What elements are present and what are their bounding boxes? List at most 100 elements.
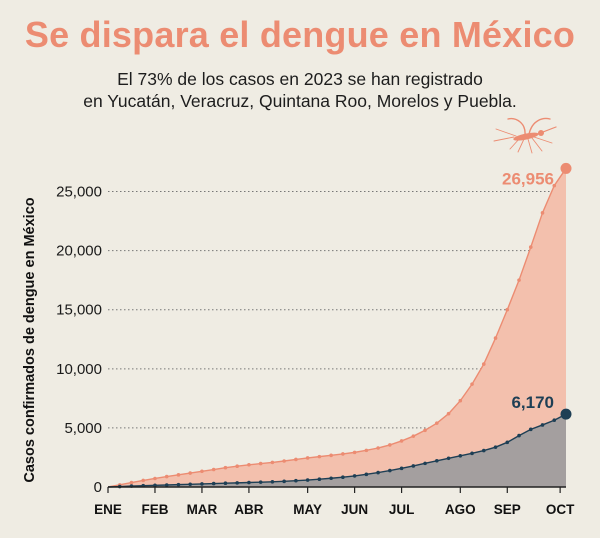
point-subset <box>282 479 286 484</box>
x-tick-label: ENE <box>94 502 122 517</box>
point-total <box>470 382 474 386</box>
point-total <box>458 398 463 403</box>
point-subset <box>517 433 521 438</box>
point-subset <box>223 481 228 486</box>
point-total <box>282 459 286 463</box>
point-subset <box>493 445 498 449</box>
point-subset <box>164 483 169 487</box>
point-total <box>423 428 427 433</box>
point-subset <box>435 458 439 463</box>
point-subset <box>470 451 474 456</box>
point-total <box>552 183 557 188</box>
point-subset <box>247 480 251 485</box>
y-tick-label: 15,000 <box>56 302 102 319</box>
area-layer <box>108 168 566 488</box>
point-total <box>411 434 416 438</box>
y-tick-label: 0 <box>94 479 102 496</box>
y-tick-label: 5,000 <box>64 420 102 437</box>
point-total <box>247 462 251 467</box>
point-total <box>294 457 298 462</box>
x-tick-label: MAY <box>293 502 322 517</box>
point-subset <box>411 464 416 468</box>
point-subset <box>540 423 545 427</box>
point-total <box>505 307 510 312</box>
point-subset <box>399 466 404 471</box>
point-subset <box>446 456 451 461</box>
point-subset <box>153 483 157 488</box>
x-tick-label: FEB <box>141 502 168 517</box>
point-total <box>329 453 333 458</box>
point-subset <box>552 418 557 423</box>
endpoint-total <box>560 162 572 174</box>
point-total <box>493 336 498 340</box>
x-tick-label: AGO <box>445 502 476 517</box>
point-subset <box>211 481 216 486</box>
point-total <box>188 471 193 475</box>
point-total <box>352 450 357 455</box>
y-tick-label: 20,000 <box>56 243 102 260</box>
point-total <box>388 443 392 447</box>
line-total <box>107 168 567 488</box>
point-total <box>223 465 228 470</box>
point-total <box>528 245 533 249</box>
mosquito-icon <box>493 117 557 154</box>
point-total <box>258 461 263 466</box>
point-total <box>235 464 239 469</box>
point-total <box>540 211 545 215</box>
x-tick-label: SEP <box>494 502 521 517</box>
point-subset <box>388 468 392 473</box>
point-total <box>200 469 204 474</box>
point-total <box>129 480 134 485</box>
point-total <box>376 446 380 450</box>
point-total <box>481 362 486 366</box>
point-subset <box>423 461 427 466</box>
point-subset <box>481 448 486 453</box>
point-subset <box>270 480 275 484</box>
point-subset <box>376 470 380 475</box>
point-subset <box>352 474 357 478</box>
point-total <box>270 460 275 465</box>
endpoint-subset <box>560 408 572 420</box>
point-total <box>341 452 345 456</box>
point-subset <box>317 477 322 482</box>
point-subset <box>528 427 533 432</box>
point-total <box>317 454 322 459</box>
point-total <box>211 467 216 472</box>
y-tick-label: 25,000 <box>56 184 102 201</box>
chart-subtitle: El 73% de los casos en 2023 se han regis… <box>0 68 600 112</box>
point-subset <box>505 440 510 445</box>
point-total <box>176 473 181 477</box>
line-subset <box>107 413 567 488</box>
point-total <box>399 439 404 443</box>
point-subset <box>458 454 463 458</box>
point-total <box>153 476 157 481</box>
point-subset <box>294 478 298 483</box>
x-tick-label: JUN <box>341 502 368 517</box>
chart-title: Se dispara el dengue en México <box>24 14 576 55</box>
x-tick-label: MAR <box>187 502 218 517</box>
subtitle-line-2: en Yucatán, Veracruz, Quintana Roo, More… <box>83 91 517 111</box>
point-total <box>141 478 146 483</box>
point-subset <box>176 482 181 487</box>
point-subset <box>364 472 369 477</box>
x-tick-label: ABR <box>234 502 263 517</box>
point-total <box>446 411 451 416</box>
area-subset <box>108 414 566 487</box>
point-total <box>517 278 521 282</box>
point-layer <box>117 162 572 489</box>
point-total <box>305 456 310 460</box>
subtitle-line-1: El 73% de los casos en 2023 se han regis… <box>117 69 483 89</box>
grid-layer <box>108 191 566 429</box>
annotation-total: 26,956 <box>502 169 554 188</box>
area-total <box>108 168 566 488</box>
annotation-subset: 6,170 <box>511 393 554 412</box>
point-subset <box>341 475 345 479</box>
point-subset <box>258 480 263 484</box>
point-subset <box>235 481 239 485</box>
point-subset <box>305 478 310 482</box>
x-tick-label: OCT <box>546 502 575 517</box>
x-tick-label: JUL <box>389 502 415 517</box>
axis-layer: 0 5,000 10,000 15,000 20,000 25,000 ENE FEB MAR A… <box>56 169 575 517</box>
point-subset <box>200 482 204 486</box>
